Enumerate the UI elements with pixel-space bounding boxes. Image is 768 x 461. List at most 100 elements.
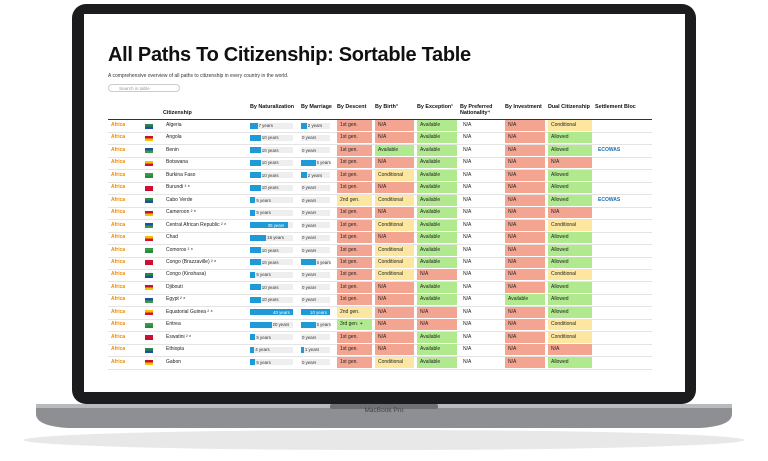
birth: Conditional [375,356,414,368]
preferred: N/A [463,333,472,340]
preferred: N/A [463,134,472,141]
region: Africa [111,346,126,353]
column-header[interactable]: By Exception¹ [417,104,453,110]
mar-label: 0 years [302,297,317,303]
dual: Allowed [548,306,592,318]
exception: N/A [417,319,457,331]
column-header[interactable]: Citizenship [163,110,192,116]
name: Comoros ² ⁸ [166,246,193,253]
investment: N/A [505,207,545,219]
dual: Allowed [548,132,592,144]
flag [145,360,153,366]
track [250,346,293,353]
name: Egypt ² ⁸ [166,296,186,303]
row-border [108,368,652,370]
nat-bar [250,172,261,179]
descent: 1st gen. [337,120,372,131]
search-placeholder: Search in table [119,86,150,91]
column-header[interactable]: Settlement Bloc [595,104,636,110]
region: Africa [111,246,126,253]
descent: 1st gen. [337,157,372,169]
row-border [108,318,652,320]
exception: Available [417,120,457,131]
descent: 1st gen. [337,331,372,343]
flag [145,210,153,216]
preferred: N/A [463,159,472,166]
track [301,147,330,154]
row-border [108,194,652,195]
track [301,247,330,253]
dual: Conditional [548,120,592,131]
row-border [108,244,652,245]
row-border [108,268,652,270]
region: Africa [111,122,126,128]
mar-bar [301,321,316,328]
region: Africa [111,134,126,141]
search-box[interactable]: Search in table [108,84,180,92]
nat-label: 10 years [261,147,279,153]
descent: 1st gen. [337,344,372,356]
birth: N/A [375,306,414,318]
row-border [108,281,652,282]
descent: 1st gen. [337,294,372,306]
region: Africa [111,358,126,365]
column-header[interactable]: By Naturalization [250,104,295,110]
track [301,359,330,366]
birth: N/A [375,344,414,356]
dual: Allowed [548,294,592,306]
preferred: N/A [463,358,472,365]
birth: Conditional [375,256,414,268]
base [36,404,732,428]
track [250,234,293,241]
column-header[interactable]: By Birth³ [375,104,398,110]
investment: N/A [505,344,545,356]
flag [145,272,153,278]
column-header[interactable]: By Investment [505,104,542,110]
exception: Available [417,182,457,194]
nat-bar [250,284,261,291]
name: Ethiopia [166,346,185,353]
row-border [108,156,652,158]
region: Africa [111,196,126,203]
nat-bar [250,346,255,353]
dual: Conditional [548,331,592,343]
birth: N/A [375,207,414,219]
nat-bar [250,309,293,316]
exception: Available [417,294,457,306]
descent: 1st gen. [337,219,372,231]
preferred: N/A [463,234,472,241]
investment: N/A [505,194,545,206]
row-border [108,343,652,345]
nat-label: 10 years [261,185,279,191]
column-header[interactable]: By Preferred Nationality⁴ [460,104,493,116]
investment: N/A [505,219,545,231]
flag [145,347,153,353]
birth: N/A [375,232,414,244]
flag [145,123,153,129]
region: Africa [111,209,126,216]
birth: N/A [375,120,414,131]
name: Central African Republic ² ⁸ [166,221,227,228]
column-header[interactable]: By Descent [337,104,367,110]
track [301,334,330,341]
row-border [108,144,652,145]
track [301,122,330,129]
investment: N/A [505,306,545,318]
nat-label: 10 years [261,172,279,178]
mar-bar [301,259,316,266]
birth: N/A [375,182,414,194]
investment: N/A [505,232,545,244]
preferred: N/A [463,184,472,191]
row-border [108,356,652,357]
track [301,209,330,216]
nat-label: 15 years [267,235,284,241]
nat-label: 5 years [256,359,271,365]
column-header[interactable]: By Marriage [301,104,332,110]
birth: Conditional [375,269,414,281]
exception: Available [417,207,457,219]
column-header[interactable]: Dual Citizenship [548,104,590,110]
region: Africa [111,221,126,228]
mar-label: 0 years [302,247,317,253]
flag [145,198,153,204]
descent: 1st gen. [337,132,372,144]
